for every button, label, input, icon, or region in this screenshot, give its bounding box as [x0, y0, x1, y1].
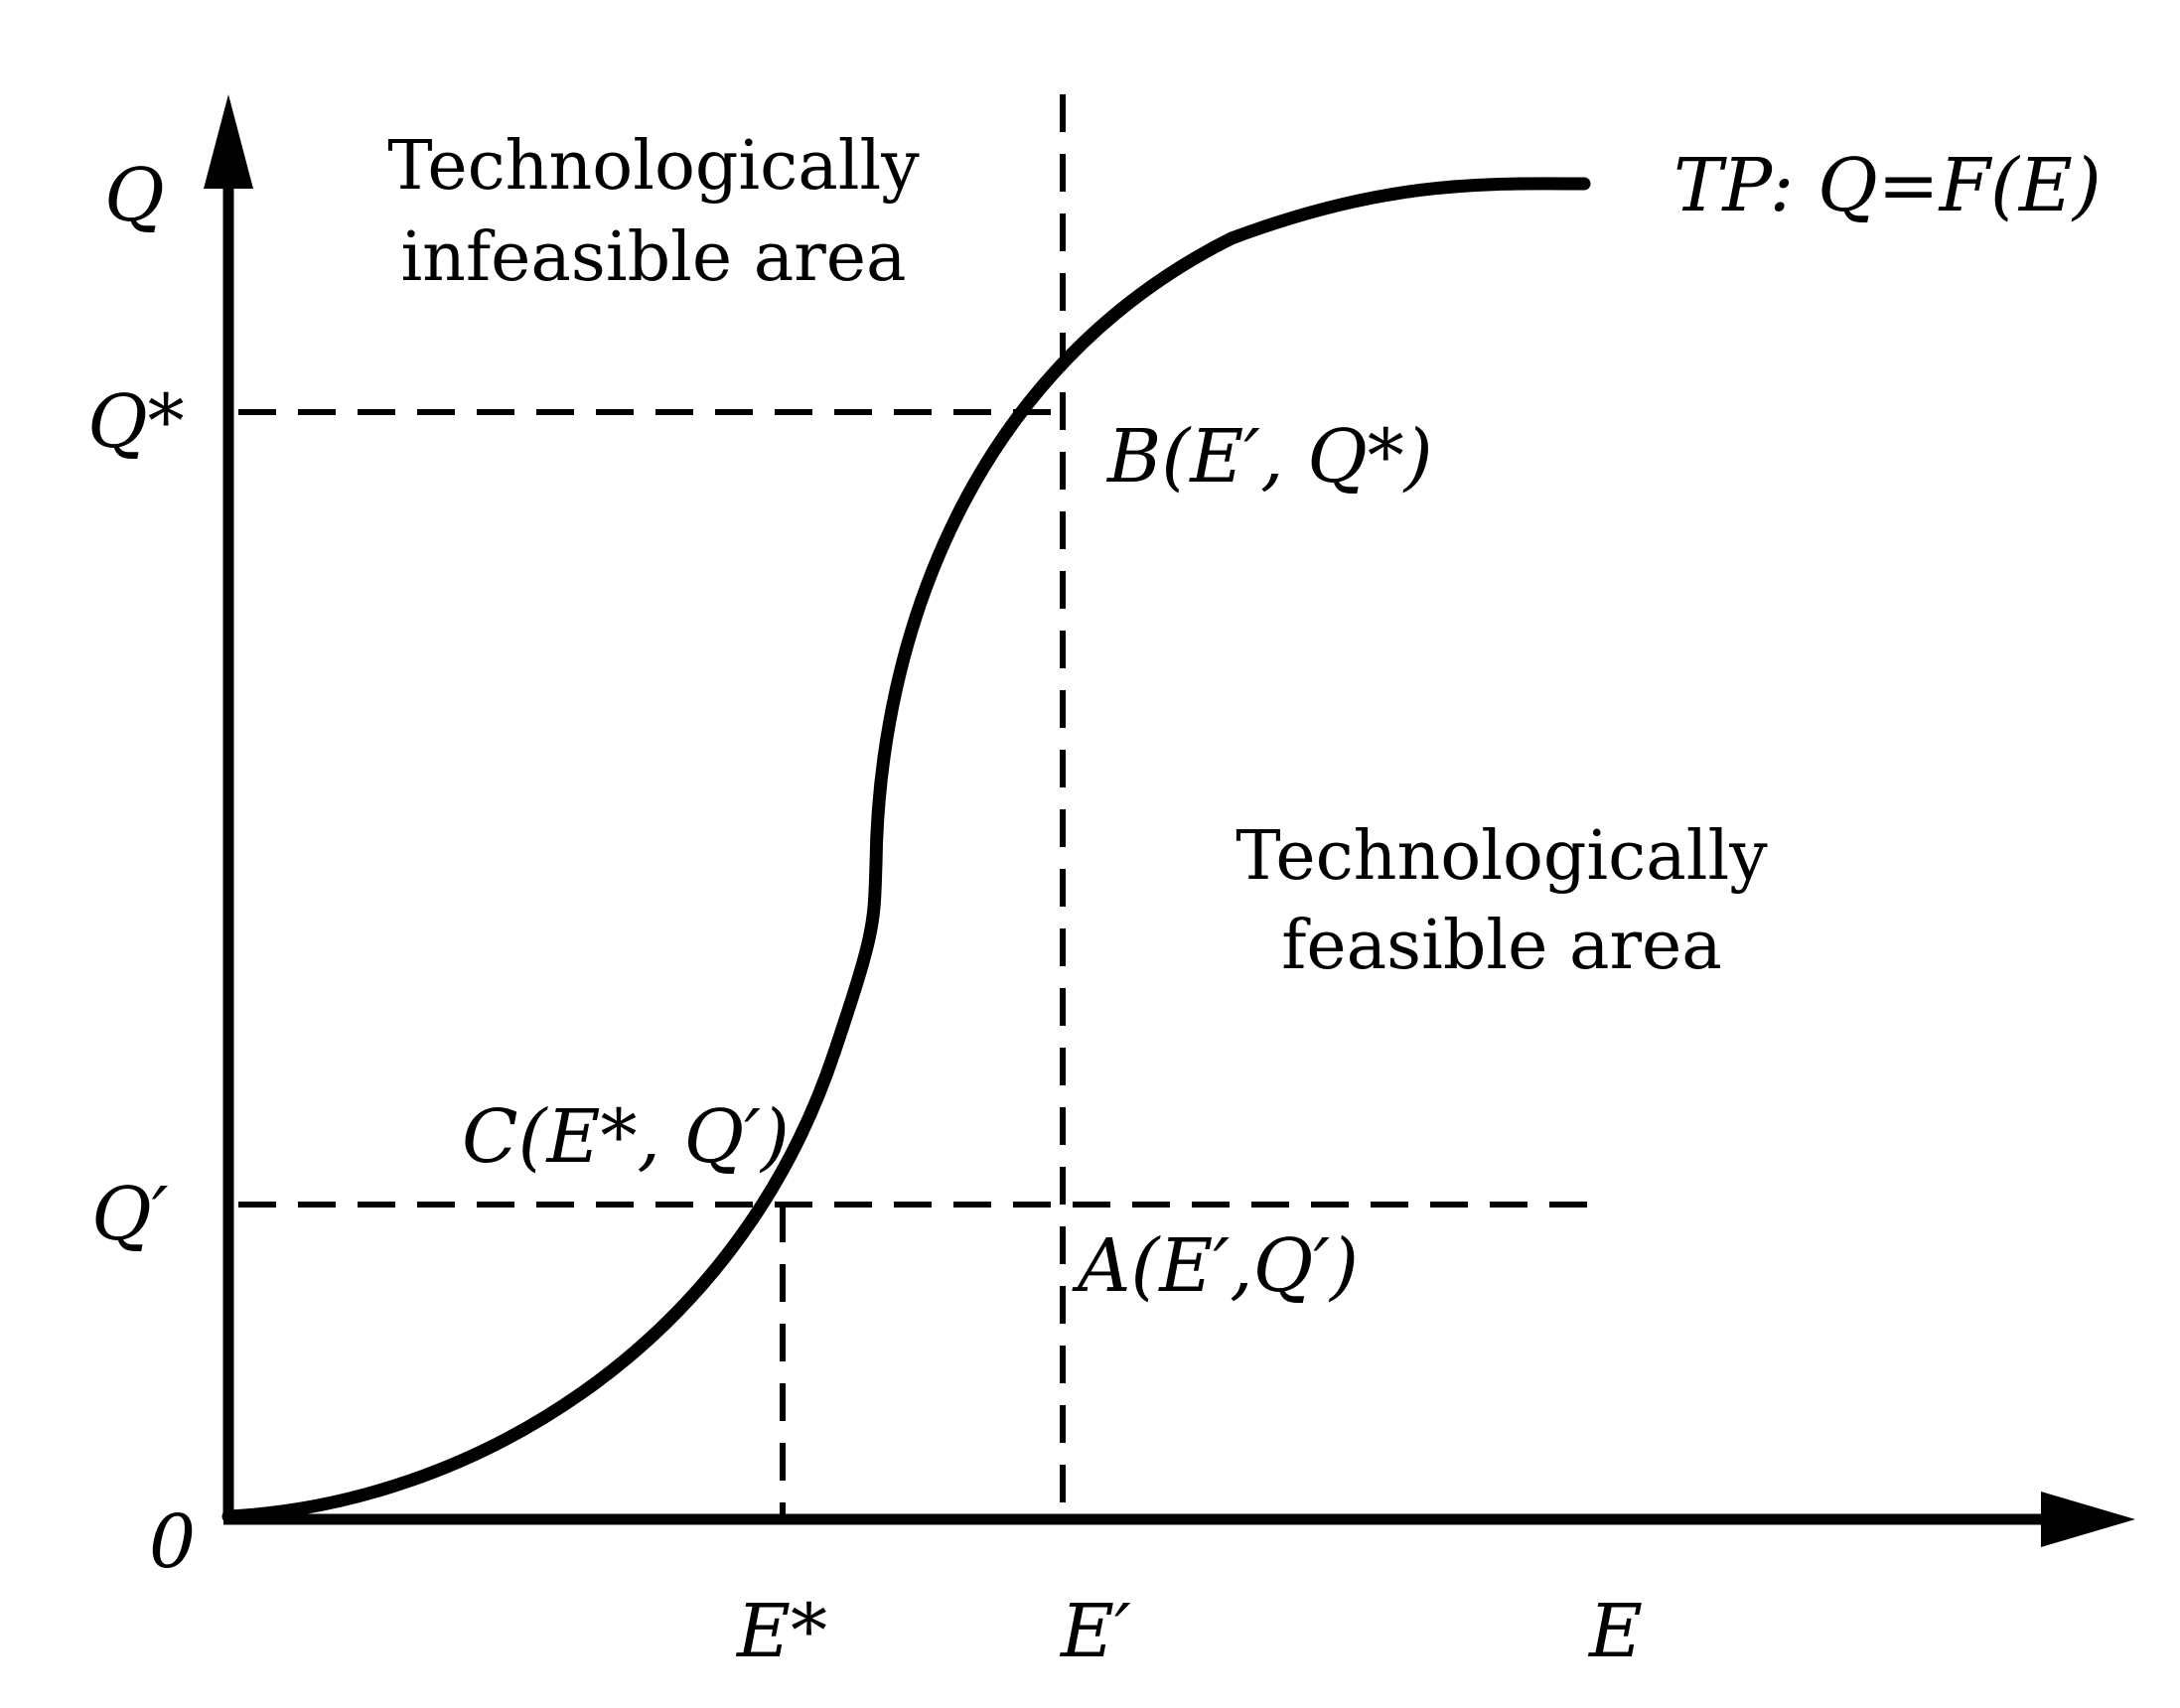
production-curve	[221, 177, 1591, 1523]
q-star-tick-label: Q*	[87, 379, 185, 465]
point-c-label: C(E*, Q′)	[462, 1094, 790, 1180]
point-a-label: A(E′,Q′)	[1072, 1223, 1359, 1309]
y-axis-arrowhead	[204, 94, 253, 189]
infeasible-area-label-line2: infeasible area	[400, 218, 906, 297]
infeasible-area-label-line1: Technologically	[387, 127, 920, 206]
feasible-area-label-line2: feasible area	[1281, 907, 1722, 985]
x-axis-label: E	[1587, 1589, 1643, 1674]
feasible-area-label-line1: Technologically	[1235, 817, 1768, 896]
curve-label: TP: Q=F(E)	[1673, 143, 2102, 228]
y-axis-label: Q	[104, 153, 165, 238]
x-axis-arrowhead	[2041, 1492, 2135, 1547]
q-prime-tick-label: Q′	[91, 1172, 169, 1257]
point-b-label: B(E′, Q*)	[1105, 414, 1433, 499]
e-star-tick-label: E*	[735, 1589, 827, 1674]
origin-label: 0	[149, 1499, 196, 1585]
e-prime-tick-label: E′	[1059, 1589, 1131, 1674]
